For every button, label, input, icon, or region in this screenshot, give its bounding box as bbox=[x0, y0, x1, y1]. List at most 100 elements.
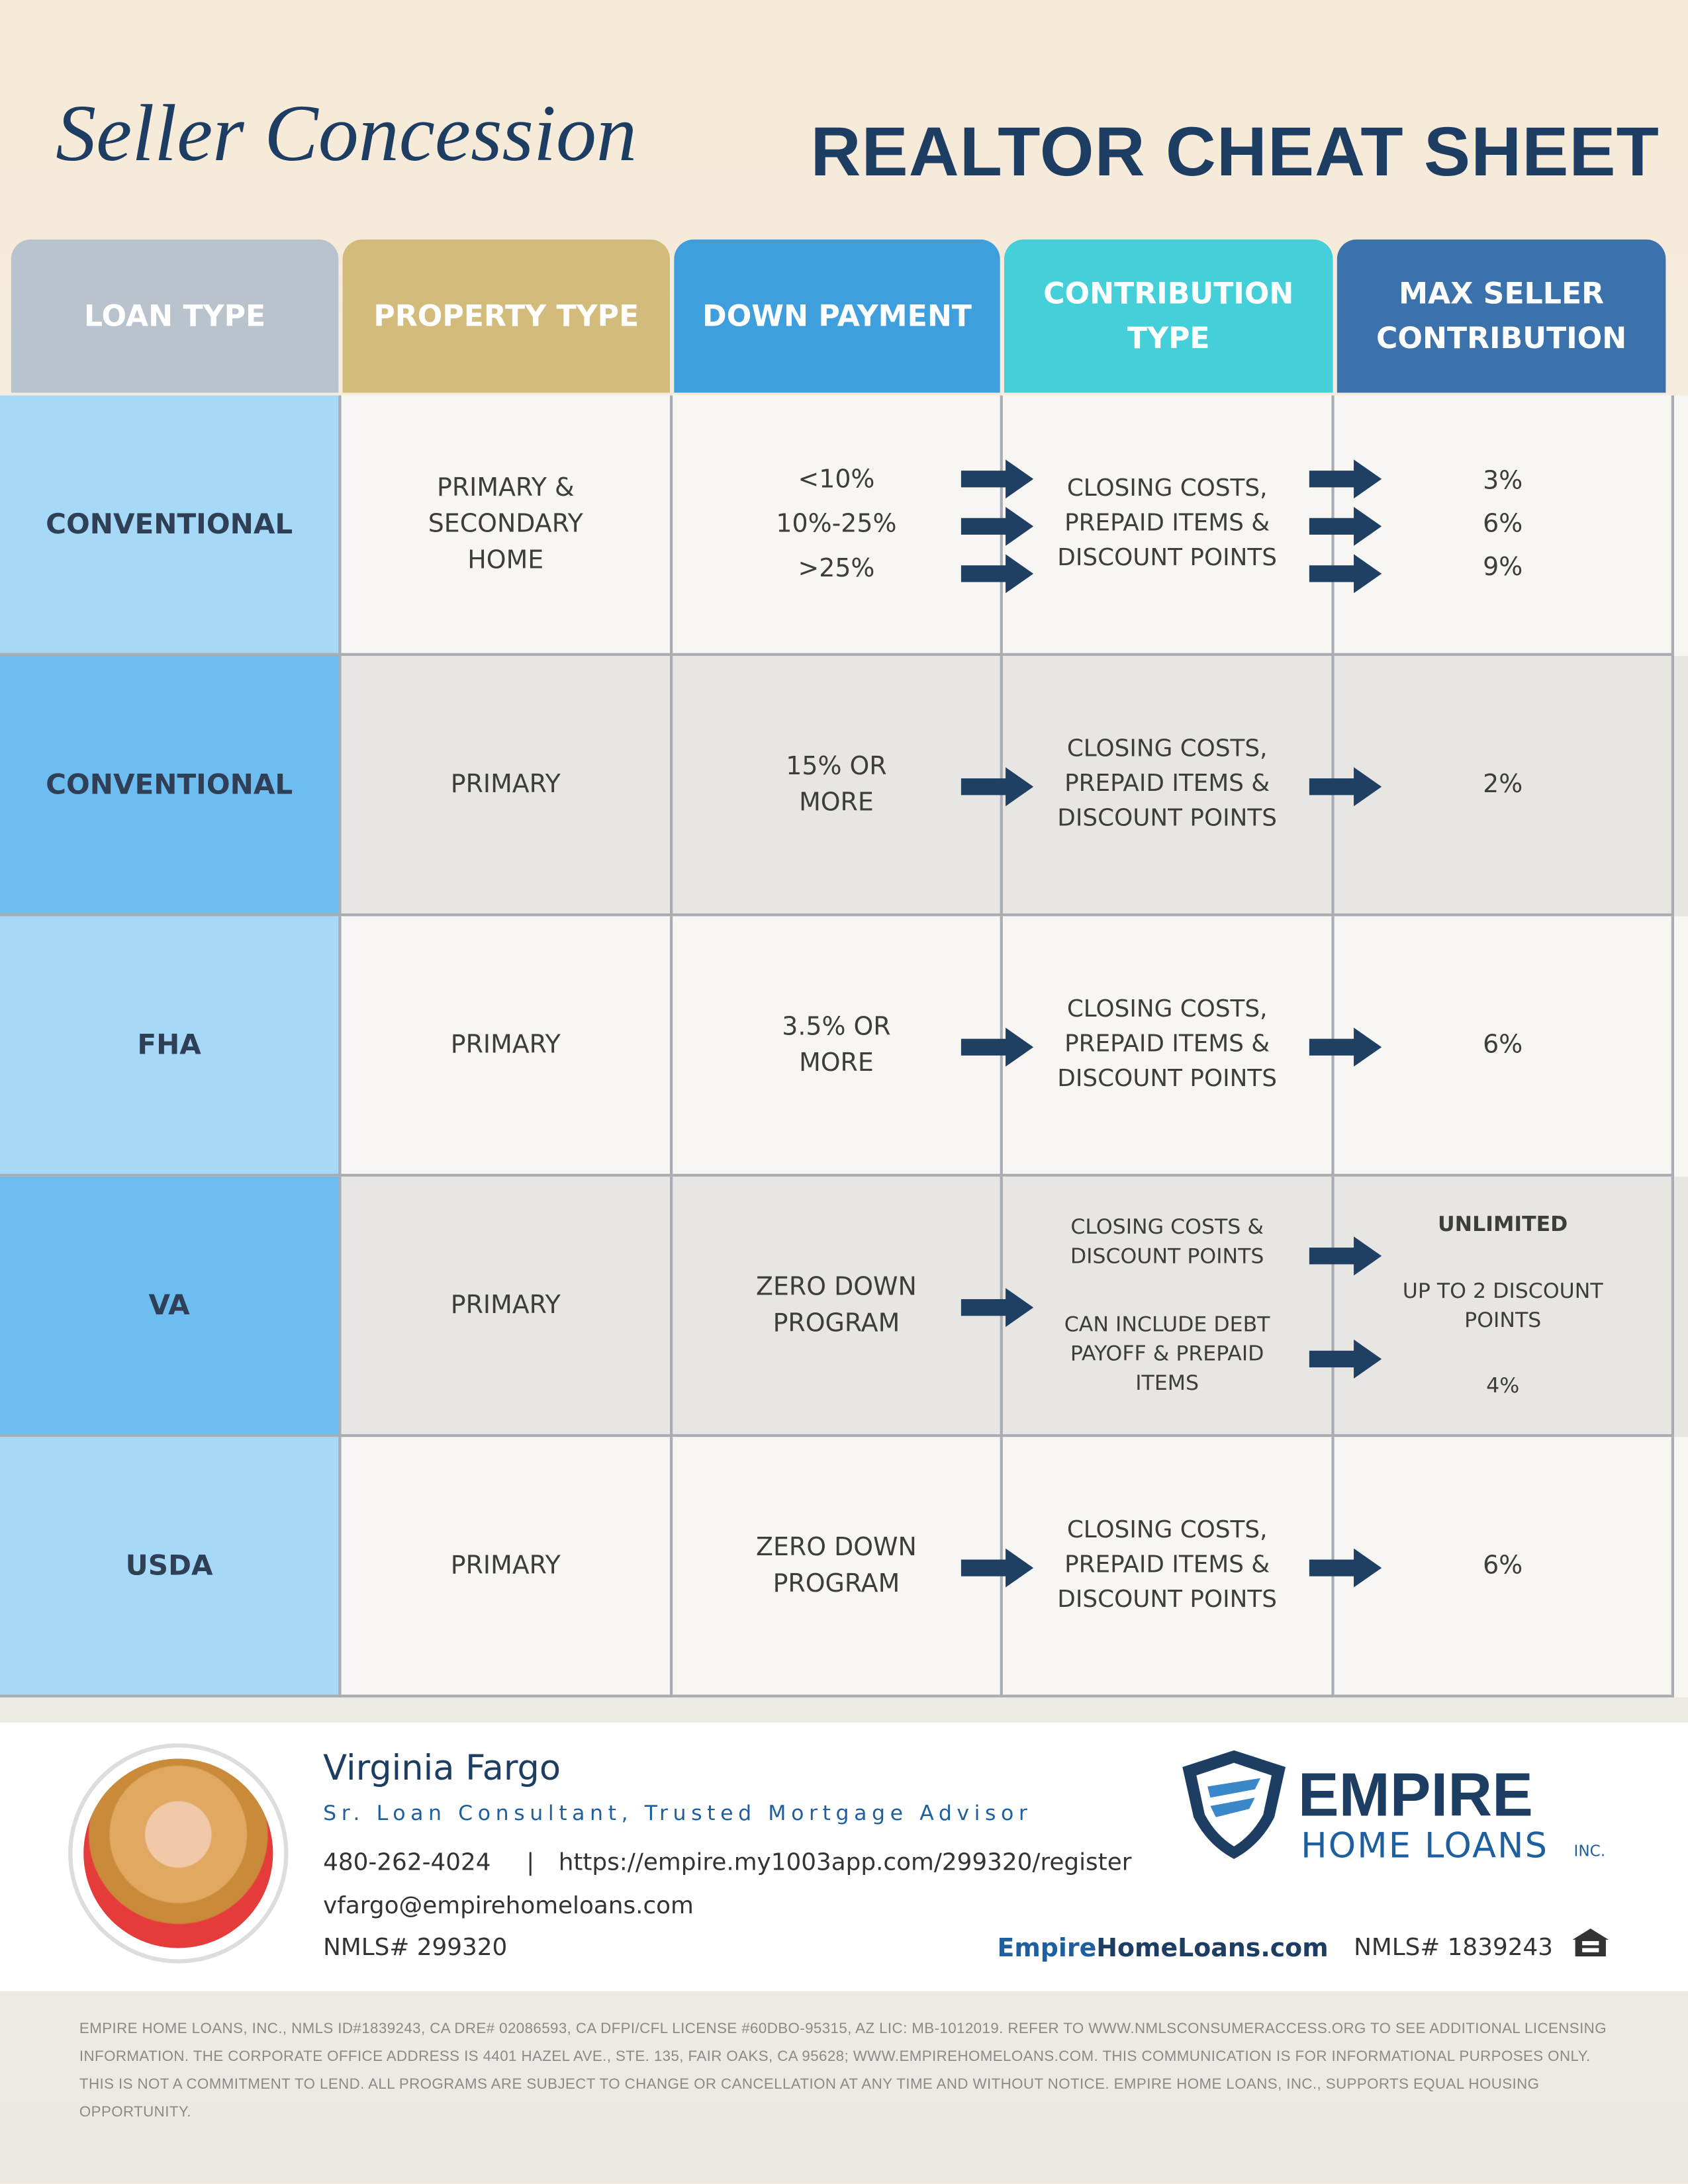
arrow-shape bbox=[961, 1287, 1034, 1327]
arrow bbox=[1309, 1547, 1382, 1587]
down-payment: 15% OR MORE bbox=[786, 751, 887, 817]
arrow-shape bbox=[961, 459, 1034, 498]
down-payment-cell: ZERO DOWN PROGRAM bbox=[673, 1437, 1003, 1698]
down-payment-cell: 15% OR MORE bbox=[673, 655, 1003, 917]
arrow bbox=[1309, 553, 1382, 593]
max-contribution-cell: 3% 6% 9% bbox=[1334, 395, 1675, 656]
arrow bbox=[961, 1287, 1034, 1327]
website-second: HomeLoans.com bbox=[1096, 1934, 1329, 1964]
max-contribution-cell: 2% bbox=[1334, 655, 1675, 917]
arrow bbox=[961, 553, 1034, 593]
url[interactable]: https://empire.my1003app.com/299320/regi… bbox=[558, 1849, 1132, 1878]
contribution-type-cell: CLOSING COSTS & DISCOUNT POINTS CAN INCLU… bbox=[1002, 1176, 1335, 1437]
column-header: MAX SELLER CONTRIBUTION bbox=[1336, 239, 1666, 393]
loan-type-cell: CONVENTIONAL bbox=[0, 655, 342, 917]
arrow bbox=[1309, 1236, 1382, 1275]
arrow-shape bbox=[961, 553, 1034, 593]
arrow-shape bbox=[1309, 553, 1382, 593]
loan-type-cell: USDA bbox=[0, 1437, 342, 1698]
disclaimer: EMPIRE HOME LOANS, INC., NMLS ID#1839243… bbox=[79, 2020, 1607, 2121]
contribution-type: CAN INCLUDE DEBT PAYOFF & PREPAID ITEMS bbox=[1064, 1312, 1270, 1396]
separator: | bbox=[526, 1849, 535, 1878]
photo-frame bbox=[72, 1747, 285, 1960]
max-contribution: UNLIMITED bbox=[1438, 1210, 1568, 1236]
contribution-type: CLOSING COSTS, PREPAID ITEMS & DISCOUNT … bbox=[1057, 1516, 1277, 1614]
contribution-type-cell: CLOSING COSTS, PREPAID ITEMS & DISCOUNT … bbox=[1002, 655, 1335, 917]
down-payment: ZERO DOWN PROGRAM bbox=[756, 1272, 917, 1338]
contribution-type-cell: CLOSING COSTS, PREPAID ITEMS & DISCOUNT … bbox=[1002, 1437, 1335, 1698]
arrow-shape bbox=[1309, 1547, 1382, 1587]
role: Sr. Loan Consultant, Trusted Mortgage Ad… bbox=[323, 1800, 1033, 1826]
brand-name: EMPIRE bbox=[1297, 1761, 1533, 1830]
arrow bbox=[961, 459, 1034, 498]
nmls: NMLS# 299320 bbox=[323, 1934, 508, 1962]
website-first: Empire bbox=[997, 1934, 1097, 1964]
property-type-cell: PRIMARY bbox=[341, 1437, 673, 1698]
website[interactable]: EmpireHomeLoans.com bbox=[997, 1934, 1328, 1963]
property-type-cell: PRIMARY bbox=[341, 655, 673, 917]
down-payment: <10% bbox=[798, 464, 875, 494]
table-row: VA PRIMARY ZERO DOWN PROGRAM CLOSING COSTS … bbox=[0, 1176, 1688, 1437]
arrow-shape bbox=[961, 1547, 1034, 1587]
contribution-type-cell: CLOSING COSTS, PREPAID ITEMS & DISCOUNT … bbox=[1002, 395, 1335, 656]
max-contribution: 6% bbox=[1483, 1030, 1523, 1060]
arrow bbox=[961, 1026, 1034, 1066]
property-type-cell: PRIMARY bbox=[341, 916, 673, 1177]
table-row: CONVENTIONAL PRIMARY & SECONDARY HOME <10%… bbox=[0, 395, 1688, 656]
down-payment-cell: ZERO DOWN PROGRAM bbox=[673, 1176, 1003, 1437]
arrow-shape bbox=[1309, 506, 1382, 545]
logo-shield bbox=[1182, 1750, 1286, 1859]
arrow-shape bbox=[1309, 1338, 1382, 1378]
table-row: FHA PRIMARY 3.5% OR MORE CLOSING COSTS, PRE… bbox=[0, 916, 1688, 1177]
max-contribution: 2% bbox=[1483, 770, 1523, 799]
down-payment: 10%-25% bbox=[776, 509, 897, 539]
photo bbox=[83, 1758, 273, 1948]
arrow-shape bbox=[961, 506, 1034, 545]
arrow bbox=[961, 766, 1034, 806]
footer: Virginia Fargo Sr. Loan Consultant, Trus… bbox=[0, 1722, 1688, 1991]
name: Virginia Fargo bbox=[323, 1747, 561, 1788]
contribution-type: CLOSING COSTS, PREPAID ITEMS & DISCOUNT … bbox=[1057, 995, 1277, 1093]
table-row: USDA PRIMARY ZERO DOWN PROGRAM CLOSING COST… bbox=[0, 1437, 1688, 1698]
down-payment-cell: 3.5% OR MORE bbox=[673, 916, 1003, 1177]
phone: 480-262-4024 bbox=[323, 1849, 491, 1878]
email[interactable]: vfargo@empirehomeloans.com bbox=[323, 1892, 694, 1921]
down-payment-cell: <10% 10%-25% >25% bbox=[673, 395, 1003, 656]
column-header: DOWN PAYMENT bbox=[674, 239, 1000, 393]
down-payment: 3.5% OR MORE bbox=[782, 1011, 891, 1077]
script-title: Seller Concession bbox=[56, 87, 637, 179]
max-contribution: 6% bbox=[1483, 1551, 1523, 1581]
arrow-shape bbox=[1309, 1236, 1382, 1275]
brand-suffix: INC. bbox=[1573, 1842, 1606, 1860]
contribution-type: CLOSING COSTS, PREPAID ITEMS & DISCOUNT … bbox=[1057, 475, 1277, 572]
max-contribution: 4% bbox=[1486, 1373, 1520, 1398]
arrow-shape bbox=[961, 766, 1034, 806]
arrow-shape bbox=[1309, 459, 1382, 498]
arrow bbox=[961, 506, 1034, 545]
arrow bbox=[1309, 459, 1382, 498]
max-contribution: 9% bbox=[1483, 553, 1523, 582]
arrow-shape bbox=[1309, 766, 1382, 806]
arrow bbox=[1309, 506, 1382, 545]
contribution-type-cell: CLOSING COSTS, PREPAID ITEMS & DISCOUNT … bbox=[1002, 916, 1335, 1177]
max-contribution: 3% bbox=[1483, 466, 1523, 496]
arrow-shape bbox=[961, 1026, 1034, 1066]
max-contribution-cell: 6% bbox=[1334, 1437, 1675, 1698]
arrow bbox=[1309, 1026, 1382, 1066]
loan-type-cell: CONVENTIONAL bbox=[0, 395, 342, 656]
contribution-type: CLOSING COSTS & DISCOUNT POINTS bbox=[1070, 1213, 1264, 1269]
loan-type-cell: VA bbox=[0, 1176, 342, 1437]
contribution-type: CLOSING COSTS, PREPAID ITEMS & DISCOUNT … bbox=[1057, 735, 1277, 833]
property-type-cell: PRIMARY bbox=[341, 1176, 673, 1437]
brand-sub: HOME LOANS bbox=[1301, 1825, 1549, 1866]
loan-type-cell: FHA bbox=[0, 916, 342, 1177]
column-header: LOAN TYPE bbox=[11, 239, 339, 393]
arrow bbox=[1309, 1338, 1382, 1378]
arrow bbox=[961, 1547, 1034, 1587]
arrow bbox=[1309, 766, 1382, 806]
column-header: CONTRIBUTION TYPE bbox=[1004, 239, 1333, 393]
equal-housing-icon bbox=[1572, 1929, 1609, 1957]
property-type-cell: PRIMARY & SECONDARY HOME bbox=[341, 395, 673, 656]
